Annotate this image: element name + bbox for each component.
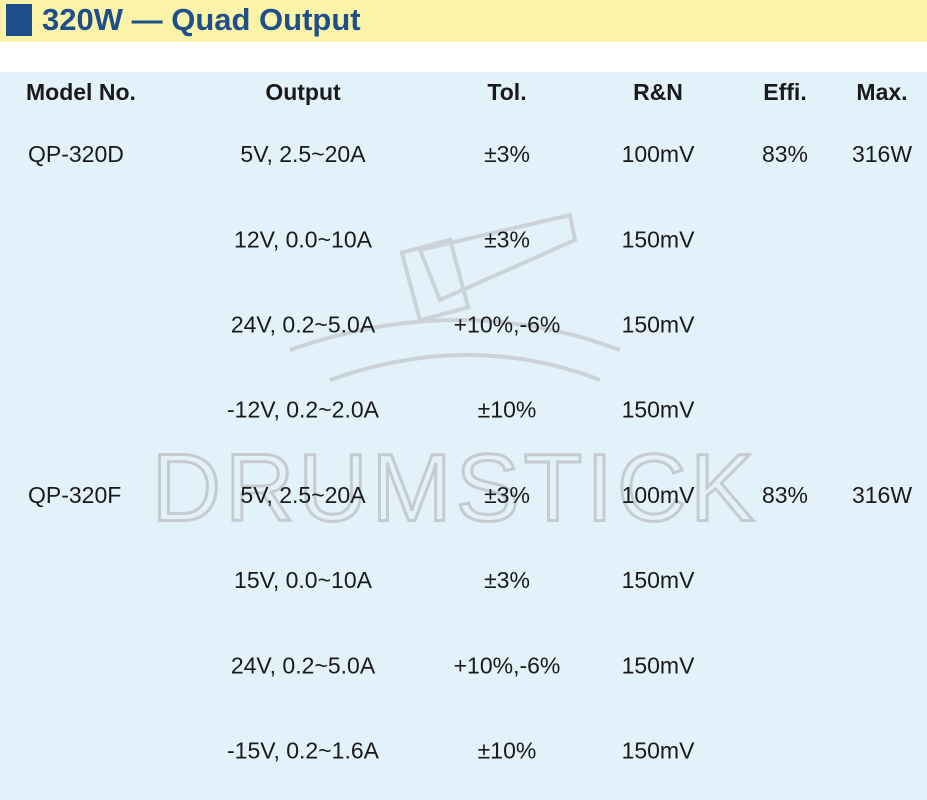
- cell: 83%: [762, 482, 808, 508]
- watermark-icon: [289, 212, 621, 382]
- cell: 24V, 0.2~5.0A: [231, 652, 376, 678]
- cell: +10%,-6%: [454, 652, 561, 678]
- cell: 150mV: [622, 226, 696, 252]
- spacer: [0, 42, 927, 72]
- cell: 5V, 2.5~20A: [240, 141, 366, 167]
- cell: 150mV: [622, 737, 696, 763]
- cell: ±3%: [484, 226, 530, 252]
- cell: 316W: [852, 141, 912, 167]
- cell: -12V, 0.2~2.0A: [227, 397, 380, 423]
- cell: 150mV: [622, 652, 696, 678]
- cell: 150mV: [622, 397, 696, 423]
- cell: 100mV: [622, 482, 696, 508]
- cell: QP-320D: [28, 141, 124, 167]
- cell: 316W: [852, 482, 912, 508]
- banner: [0, 0, 927, 42]
- cell: +10%,-6%: [454, 311, 561, 337]
- column-header: Output: [265, 79, 341, 105]
- cell: QP-320F: [28, 482, 121, 508]
- cell: ±3%: [484, 482, 530, 508]
- cell: -15V, 0.2~1.6A: [227, 737, 380, 763]
- title: 320W — Quad Output: [42, 2, 361, 37]
- cell: 12V, 0.0~10A: [234, 226, 373, 252]
- cell: ±3%: [484, 567, 530, 593]
- cell: 100mV: [622, 141, 696, 167]
- cell: ±10%: [478, 397, 537, 423]
- watermark: DRUMSTICK: [152, 434, 759, 541]
- cell: 150mV: [622, 311, 696, 337]
- cell: ±10%: [478, 737, 537, 763]
- banner-square: [6, 4, 32, 36]
- cell: 5V, 2.5~20A: [240, 482, 366, 508]
- cell: 15V, 0.0~10A: [234, 567, 373, 593]
- column-header: Max.: [856, 79, 907, 105]
- cell: ±3%: [484, 141, 530, 167]
- cell: 83%: [762, 141, 808, 167]
- cell: 24V, 0.2~5.0A: [231, 311, 376, 337]
- column-header: Effi.: [763, 79, 806, 105]
- column-header: R&N: [633, 79, 683, 105]
- cell: 150mV: [622, 567, 696, 593]
- table-bg: [0, 72, 927, 800]
- column-header: Model No.: [26, 79, 136, 105]
- column-header: Tol.: [487, 79, 526, 105]
